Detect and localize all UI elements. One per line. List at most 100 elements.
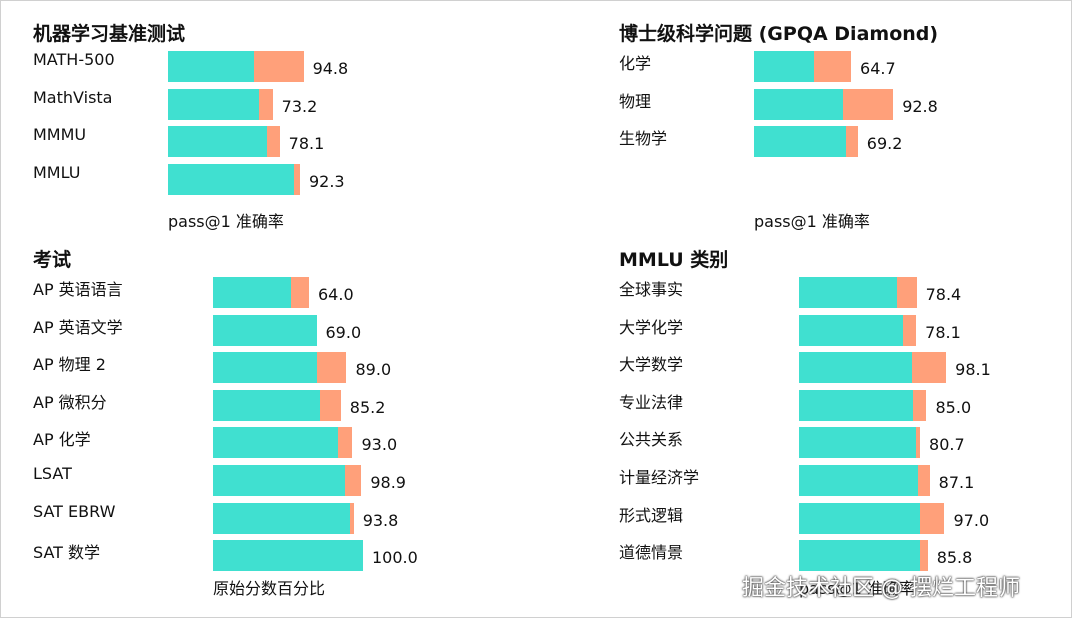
bar-segment-delta bbox=[316, 352, 347, 384]
bar-segment-delta bbox=[917, 465, 930, 496]
value-label-ap: 93.0 bbox=[361, 435, 398, 455]
category-label-row-1: 物理 bbox=[619, 91, 652, 111]
value-label-row-7: 85.8 bbox=[936, 548, 973, 568]
value-label-row-0: 78.4 bbox=[925, 285, 962, 304]
bar-segment-base bbox=[213, 352, 317, 384]
bar-row-0 bbox=[799, 277, 917, 308]
bar-lsat bbox=[213, 465, 362, 496]
bar-segment-delta bbox=[349, 502, 354, 534]
category-label-row-3: 专业法律 bbox=[619, 392, 684, 412]
x-axis-label: pass@1 准确率 bbox=[754, 212, 870, 231]
category-label-lsat: LSAT bbox=[33, 464, 72, 483]
chart-title: 博士级科学问题 (GPQA Diamond) bbox=[619, 23, 939, 45]
value-label-math-500: 94.8 bbox=[312, 59, 349, 78]
category-label-mathvista: MathVista bbox=[33, 87, 113, 107]
bar-row-2 bbox=[754, 126, 858, 158]
bar-row-1 bbox=[799, 314, 917, 346]
category-label-ap: AP 微积分 bbox=[33, 392, 107, 412]
bar-mmlu bbox=[168, 163, 300, 195]
category-label-row-2: 生物学 bbox=[619, 129, 668, 149]
bar-segment-delta bbox=[846, 126, 858, 158]
bar-segment-base bbox=[213, 427, 338, 459]
category-label-sat: SAT 数学 bbox=[33, 543, 101, 563]
bar-segment-base bbox=[799, 277, 898, 308]
bar-segment-base bbox=[168, 51, 255, 82]
value-label-ap: 64.0 bbox=[318, 285, 354, 304]
category-label-ap: AP 英语语言 bbox=[33, 280, 123, 299]
bar-ap bbox=[213, 427, 353, 459]
category-label-row-4: 公共关系 bbox=[619, 430, 684, 450]
bar-mathvista bbox=[168, 88, 273, 120]
value-label-ap: 69.0 bbox=[325, 322, 362, 342]
value-label-row-4: 80.7 bbox=[929, 435, 965, 455]
bar-segment-base bbox=[754, 126, 847, 158]
bar-segment-delta bbox=[912, 352, 947, 384]
bar-row-0 bbox=[754, 51, 852, 82]
value-label-mathvista: 73.2 bbox=[281, 96, 318, 116]
bar-segment-delta bbox=[337, 427, 353, 459]
value-label-row-6: 97.0 bbox=[953, 510, 990, 530]
bar-ap bbox=[213, 389, 341, 421]
bar-segment-delta bbox=[290, 277, 309, 308]
value-label-row-5: 87.1 bbox=[938, 473, 975, 492]
category-label-row-6: 形式逻辑 bbox=[619, 505, 684, 525]
category-label-ap: AP 化学 bbox=[33, 430, 91, 450]
bar-segment-delta bbox=[293, 163, 300, 195]
bar-segment-base bbox=[799, 352, 913, 384]
bar-segment-delta bbox=[912, 389, 927, 421]
category-label-row-2: 大学数学 bbox=[619, 355, 684, 375]
bar-math-500 bbox=[168, 51, 304, 82]
category-label-sat-ebrw: SAT EBRW bbox=[33, 501, 116, 521]
category-label-row-1: 大学化学 bbox=[619, 317, 684, 337]
x-axis-label: pass@1 准确率 bbox=[799, 579, 915, 598]
bar-segment-delta bbox=[319, 389, 341, 421]
value-label-row-2: 98.1 bbox=[955, 360, 991, 380]
bar-segment-base bbox=[213, 502, 350, 534]
bar-segment-base bbox=[799, 540, 921, 572]
x-axis-label: pass@1 准确率 bbox=[168, 212, 284, 231]
bar-segment-base bbox=[168, 88, 260, 120]
bar-segment-delta bbox=[344, 465, 362, 496]
bar-segment-delta bbox=[814, 51, 852, 82]
category-label-mmlu: MMLU bbox=[33, 162, 81, 182]
value-label-lsat: 98.9 bbox=[370, 473, 406, 492]
bar-segment-base bbox=[213, 389, 320, 421]
bar-segment-base bbox=[213, 277, 291, 308]
category-label-row-0: 全球事实 bbox=[619, 280, 684, 299]
category-label-math-500: MATH-500 bbox=[33, 50, 115, 69]
chart-title: 机器学习基准测试 bbox=[33, 23, 186, 45]
category-label-row-7: 道德情景 bbox=[619, 543, 684, 563]
chart-title: MMLU 类别 bbox=[619, 249, 729, 271]
value-label-mmmu: 78.1 bbox=[288, 134, 325, 154]
category-label-ap: AP 英语文学 bbox=[33, 317, 123, 337]
bar-segment-base bbox=[213, 314, 317, 346]
value-label-sat-ebrw: 93.8 bbox=[362, 510, 399, 530]
value-label-row-1: 92.8 bbox=[902, 96, 938, 116]
bar-row-3 bbox=[799, 389, 927, 421]
bar-row-2 bbox=[799, 352, 947, 384]
bar-row-6 bbox=[799, 502, 945, 534]
bar-row-4 bbox=[799, 427, 921, 459]
value-label-ap: 85.2 bbox=[349, 397, 386, 417]
bar-row-7 bbox=[799, 540, 928, 572]
value-label-row-2: 69.2 bbox=[866, 134, 903, 154]
value-label-row-1: 78.1 bbox=[925, 322, 961, 342]
bar-row-1 bbox=[754, 88, 894, 120]
bar-segment-delta bbox=[254, 51, 304, 82]
category-label-row-0: 化学 bbox=[619, 54, 652, 73]
chart-title: 考试 bbox=[33, 249, 72, 271]
value-label-row-0: 64.7 bbox=[860, 59, 896, 78]
value-label-ap-2: 89.0 bbox=[355, 360, 392, 380]
bar-ap bbox=[213, 277, 309, 308]
bar-mmmu bbox=[168, 126, 280, 158]
bar-row-5 bbox=[799, 465, 930, 496]
bar-segment-delta bbox=[897, 277, 917, 308]
bar-sat-ebrw bbox=[213, 502, 354, 534]
category-label-ap-2: AP 物理 2 bbox=[33, 355, 106, 375]
bar-sat bbox=[213, 540, 363, 572]
bar-segment-base bbox=[754, 88, 844, 120]
bar-segment-base bbox=[799, 465, 918, 496]
value-label-row-3: 85.0 bbox=[935, 397, 972, 417]
bar-segment-base bbox=[168, 126, 267, 158]
bar-segment-base bbox=[799, 314, 903, 346]
